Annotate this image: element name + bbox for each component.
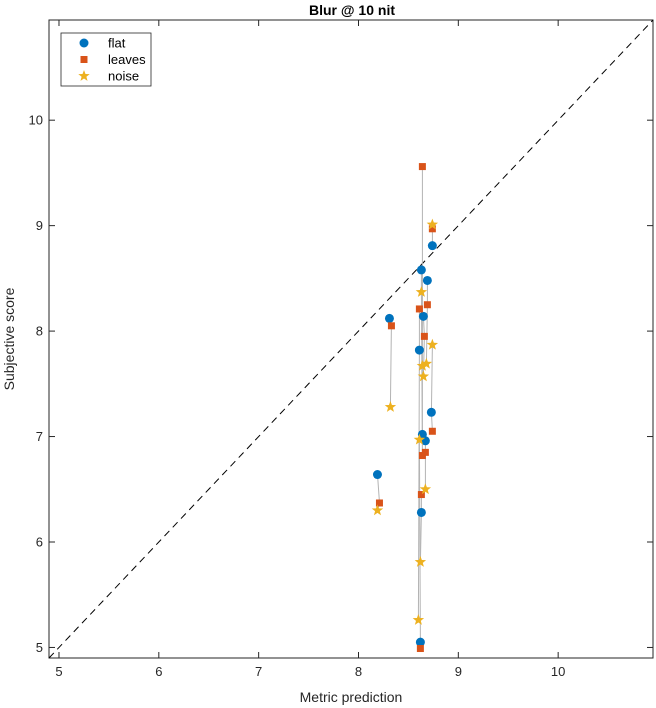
legend-marker-noise <box>78 70 90 81</box>
data-point-noise <box>426 338 439 350</box>
data-point-leaves <box>428 225 436 233</box>
data-point-noise <box>413 433 426 445</box>
data-point-leaves <box>428 427 436 435</box>
data-point-noise <box>414 556 427 567</box>
legend-marker-flat <box>79 38 89 48</box>
data-point-leaves <box>420 332 428 340</box>
axes-group: 5 6 7 8 9 10 5 6 7 8 9 10 <box>29 20 653 679</box>
y-tick-label: 10 <box>29 113 43 128</box>
chart-title: Blur @ 10 nit <box>309 2 395 18</box>
x-tick-label: 9 <box>455 664 462 679</box>
data-point-noise <box>412 614 425 625</box>
identity-diagonal-line <box>48 19 654 659</box>
legend-label-flat: flat <box>108 36 126 51</box>
legend-label-leaves: leaves <box>108 52 146 67</box>
data-point-flat <box>422 275 432 285</box>
data-point-leaves <box>418 163 426 171</box>
x-axis-label: Metric prediction <box>300 689 403 705</box>
data-point-flat <box>372 470 382 480</box>
x-tick-label: 7 <box>255 664 262 679</box>
data-point-leaves <box>423 301 431 309</box>
data-point-noise <box>415 286 428 297</box>
data-point-noise <box>371 504 384 516</box>
identity-line-group <box>48 19 654 659</box>
data-point-flat <box>418 311 428 321</box>
legend-label-noise: noise <box>108 69 139 84</box>
y-tick-label: 6 <box>36 535 43 550</box>
x-tick-label: 6 <box>155 664 162 679</box>
data-point-leaves <box>375 499 383 507</box>
x-tick-label: 5 <box>55 664 62 679</box>
data-point-flat <box>384 313 394 323</box>
data-point-leaves <box>421 448 429 456</box>
legend-marker-leaves <box>80 56 88 63</box>
data-point-flat <box>415 637 425 647</box>
data-point-leaves <box>417 491 425 499</box>
data-point-flat <box>416 507 426 517</box>
x-tick-label: 10 <box>551 664 565 679</box>
data-points-group <box>371 163 439 653</box>
data-point-noise <box>384 401 397 412</box>
legend-box <box>60 32 152 87</box>
data-point-flat <box>414 345 424 355</box>
data-point-noise <box>417 370 430 382</box>
data-point-leaves <box>387 322 395 330</box>
y-tick-label: 5 <box>36 640 43 655</box>
data-point-noise <box>419 483 432 495</box>
data-point-noise <box>416 359 429 371</box>
data-point-leaves <box>415 305 423 313</box>
data-point-noise <box>420 357 433 369</box>
y-tick-label: 8 <box>36 324 43 339</box>
y-axis-label: Subjective score <box>1 287 17 390</box>
y-tick-label: 7 <box>36 429 43 444</box>
data-point-flat <box>426 407 436 417</box>
data-point-noise <box>426 218 439 230</box>
x-tick-label: 8 <box>355 664 362 679</box>
data-point-flat <box>416 265 426 275</box>
y-tick-label: 9 <box>36 218 43 233</box>
data-point-flat <box>427 241 437 251</box>
data-point-leaves <box>416 645 424 653</box>
